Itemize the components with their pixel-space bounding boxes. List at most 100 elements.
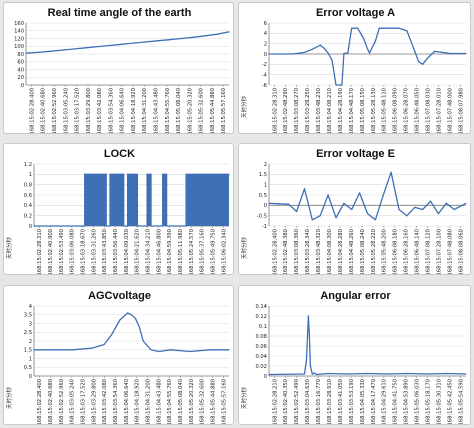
x-tick-label: 168:15:04:46.800 bbox=[156, 229, 162, 275]
x-tick-label: 168:15:05:08.150 bbox=[360, 88, 366, 134]
x-tick-label: 168:15:05:20.320 bbox=[187, 88, 193, 134]
data-point bbox=[25, 52, 27, 54]
data-point bbox=[335, 84, 337, 86]
data-point bbox=[97, 46, 99, 48]
x-tick-label: 168:15:05:49.750 bbox=[211, 229, 217, 275]
x-tick-label: 168:15:03:48.320 bbox=[316, 229, 322, 275]
y-tick-label: 2 bbox=[264, 41, 267, 47]
x-tick-label: 168:15:08:08.060 bbox=[458, 229, 464, 275]
x-tick-label: 168:15:03:28.340 bbox=[305, 229, 311, 275]
y-tick-label: 140 bbox=[14, 29, 24, 35]
y-tick-label: -2 bbox=[262, 62, 267, 68]
data-point bbox=[313, 372, 315, 374]
x-tick-label: 168:15:05:48.110 bbox=[382, 88, 388, 134]
data-point bbox=[351, 208, 353, 211]
chart-title: Angular error bbox=[320, 290, 391, 302]
y-axis-label: 天时分秒 bbox=[5, 387, 13, 410]
data-point bbox=[327, 372, 329, 375]
data-point bbox=[453, 208, 455, 211]
x-tick-label: 168:15:07:08.030 bbox=[425, 88, 431, 134]
y-axis-label: 天时分秒 bbox=[240, 387, 248, 410]
data-point bbox=[390, 27, 392, 29]
x-tick-label: 168:15:06:48.140 bbox=[415, 229, 421, 275]
y-tick-label: 120 bbox=[14, 36, 24, 42]
x-tick-label: 168:15:03:17.520 bbox=[81, 379, 87, 425]
x-tick-label: 168:15:02:48.380 bbox=[283, 229, 289, 275]
x-tick-label: 168:15:04:08.210 bbox=[327, 88, 333, 134]
y-tick-label: -6 bbox=[262, 83, 267, 89]
data-point bbox=[180, 37, 182, 40]
y-tick-label: 0.12 bbox=[255, 314, 267, 320]
x-tick-label: 168:15:02:28.210 bbox=[272, 379, 278, 425]
x-tick-label: 168:15:03:05.240 bbox=[70, 379, 76, 425]
data-point bbox=[331, 59, 333, 61]
series-line bbox=[25, 31, 230, 54]
data-point bbox=[296, 210, 298, 213]
x-tick-label: 168:15:02:48.290 bbox=[283, 88, 289, 134]
chart-title: Error voltage A bbox=[316, 7, 395, 19]
x-tick-label: 168:15:05:44.880 bbox=[210, 88, 216, 134]
data-point bbox=[33, 225, 35, 227]
y-axis-label: 天时分秒 bbox=[240, 237, 248, 260]
x-tick-label: 168:15:05:28.130 bbox=[371, 88, 377, 134]
data-point bbox=[378, 27, 380, 29]
data-point bbox=[103, 343, 105, 346]
x-tick-label: 168:15:02:28.400 bbox=[272, 229, 278, 275]
y-tick-label: 20 bbox=[17, 75, 24, 81]
y-tick-label: 6 bbox=[264, 21, 267, 27]
data-point bbox=[406, 215, 408, 217]
data-point bbox=[422, 63, 424, 65]
x-tick-label: 168:15:03:41.050 bbox=[338, 379, 344, 425]
data-point bbox=[84, 173, 86, 175]
y-tick-label: 2 bbox=[264, 162, 267, 168]
x-tick-label: 168:15:05:11.980 bbox=[178, 229, 184, 275]
panel-agc: AGCvoltage 0 0.5 1 1.5 2 2.5 3 3.5 4 168:15:02:28.… bbox=[3, 285, 234, 425]
y-axis-label: 天时分秒 bbox=[240, 96, 248, 119]
data-point bbox=[228, 349, 230, 351]
x-tick-label: 168:15:04:55.760 bbox=[165, 88, 171, 134]
data-point bbox=[449, 52, 451, 55]
x-tick-label: 168:15:03:42.080 bbox=[102, 379, 108, 425]
data-point bbox=[189, 350, 191, 353]
y-tick-label: 0.14 bbox=[255, 304, 267, 310]
x-tick-label: 168:15:02:53.490 bbox=[59, 229, 65, 275]
data-point bbox=[351, 27, 353, 29]
x-tick-label: 168:15:03:28.910 bbox=[327, 379, 333, 425]
data-point bbox=[305, 360, 307, 362]
data-point bbox=[406, 30, 408, 32]
y-tick-label: 0.06 bbox=[255, 344, 267, 350]
data-point bbox=[357, 27, 359, 29]
x-tick-label: 168:15:03:29.800 bbox=[91, 379, 97, 425]
y-tick-label: 0 bbox=[264, 203, 267, 209]
data-point bbox=[136, 225, 138, 227]
data-point bbox=[374, 40, 376, 42]
x-tick-label: 168:15:03:31.260 bbox=[91, 229, 97, 275]
data-point bbox=[418, 61, 420, 63]
x-tick-label: 168:15:03:43.850 bbox=[102, 229, 108, 275]
x-tick-label: 168:15:05:42.450 bbox=[447, 379, 453, 425]
data-point bbox=[123, 225, 125, 227]
x-tick-label: 168:15:05:32.600 bbox=[199, 88, 205, 134]
y-tick-label: 0 bbox=[29, 224, 32, 230]
y-tick-label: -1 bbox=[262, 224, 267, 230]
data-point bbox=[134, 317, 136, 319]
y-tick-label: 0.4 bbox=[24, 203, 33, 209]
chart-title: AGCvoltage bbox=[88, 290, 151, 302]
x-tick-label: 168:15:04:41.750 bbox=[393, 379, 399, 425]
data-point bbox=[363, 37, 365, 40]
data-point bbox=[308, 335, 310, 337]
x-tick-label: 168:15:07:28.100 bbox=[436, 229, 442, 275]
data-point bbox=[315, 373, 317, 376]
data-point bbox=[138, 326, 140, 328]
data-point bbox=[127, 173, 129, 175]
x-tick-label: 168:15:03:53.190 bbox=[349, 379, 355, 425]
x-tick-label: 168:15:04:34.210 bbox=[146, 229, 152, 275]
x-tick-label: 168:15:05:57.160 bbox=[221, 88, 227, 134]
x-tick-label: 168:15:02:40.680 bbox=[41, 88, 47, 134]
data-point bbox=[111, 333, 113, 335]
data-point bbox=[406, 372, 408, 375]
data-point bbox=[150, 225, 152, 227]
data-point bbox=[303, 373, 306, 375]
x-tick-label: 168:15:04:48.260 bbox=[349, 229, 355, 275]
